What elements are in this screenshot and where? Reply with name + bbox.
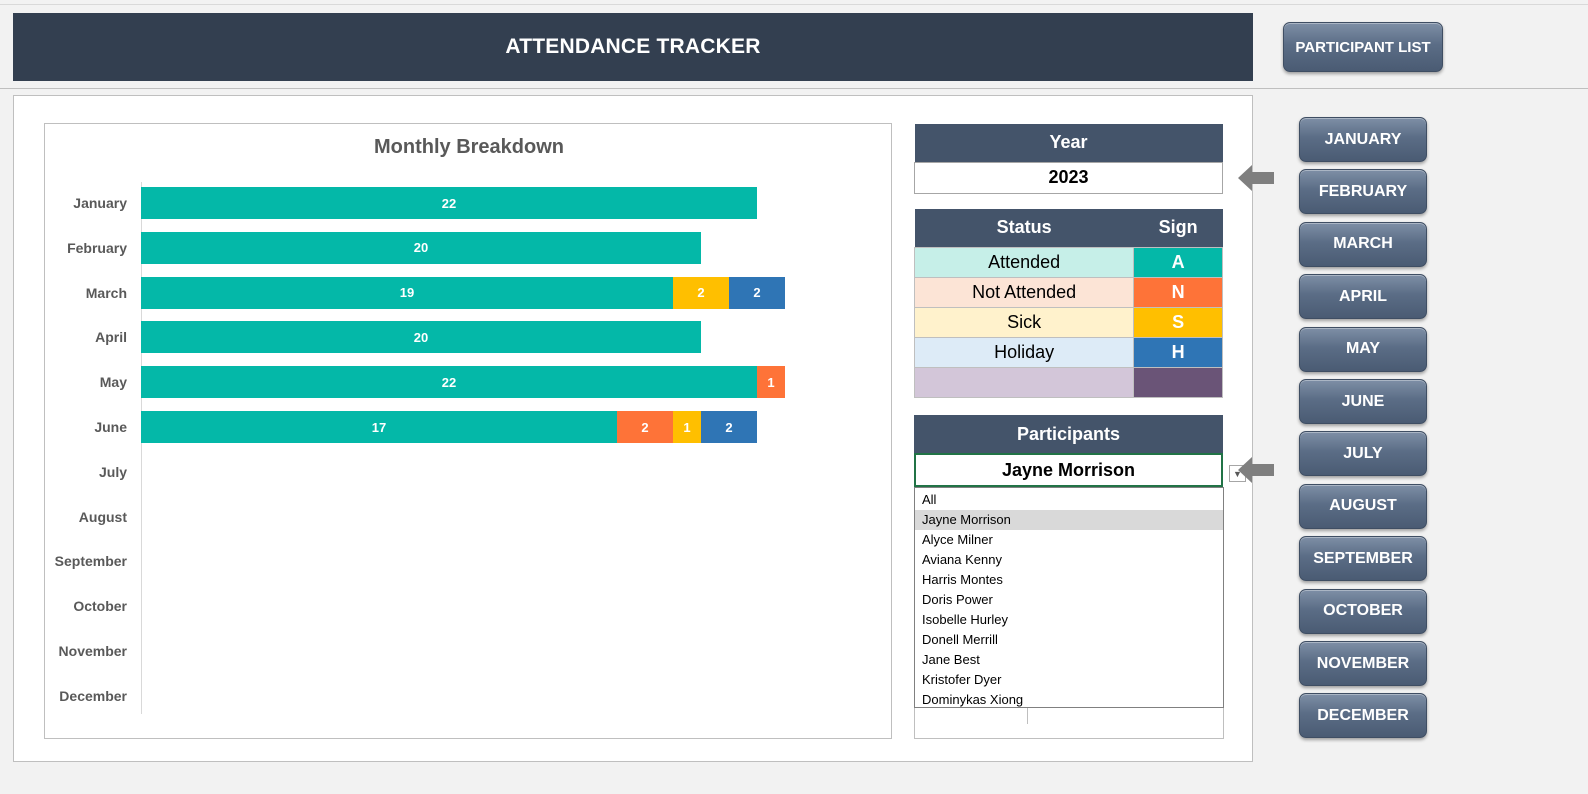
bar-data-label: 17 — [371, 419, 387, 435]
month-label: July — [98, 463, 127, 480]
month-button-april[interactable]: APRIL — [1299, 274, 1427, 320]
bar-data-label: 2 — [697, 285, 705, 301]
month-button-february[interactable]: FEBRUARY — [1299, 169, 1427, 215]
status-sign — [1133, 366, 1223, 398]
month-button-june[interactable]: JUNE — [1299, 379, 1427, 424]
bar-data-label: 2 — [641, 419, 649, 435]
status-label — [913, 366, 1135, 398]
bar-segment: 22 — [141, 366, 757, 399]
header-divider — [0, 88, 1588, 89]
bar-segment: 1 — [757, 366, 785, 399]
month-button-december[interactable]: DECEMBER — [1299, 693, 1427, 739]
bar-data-label: 20 — [413, 329, 429, 345]
participants-cell-below — [914, 708, 1224, 739]
month-button-august[interactable]: AUGUST — [1299, 483, 1427, 529]
year-value[interactable]: 2023 — [914, 161, 1223, 194]
status-label: Holiday — [913, 336, 1135, 368]
bar-segment: 20 — [141, 231, 701, 264]
cell-divider — [1027, 708, 1028, 724]
month-label: November — [58, 643, 127, 659]
bar-segment: 22 — [141, 187, 757, 219]
month-button-october[interactable]: OCTOBER — [1299, 588, 1427, 634]
participant-select[interactable]: Jayne Morrison — [914, 453, 1223, 487]
bar-segment: 17 — [141, 411, 617, 443]
monthly-breakdown-chart: Monthly Breakdown January 22 February 20 Mar… — [44, 123, 892, 739]
status-sign: H — [1133, 336, 1223, 368]
dropdown-option[interactable]: Alyce Milner — [922, 532, 993, 547]
dropdown-option[interactable]: Harris Montes — [922, 572, 1003, 587]
participants-header: Participants — [914, 415, 1223, 453]
page-title: ATTENDANCE TRACKER — [13, 13, 1253, 81]
status-table: Status Sign Attended A Not Attended N Sick S H… — [913, 209, 1223, 398]
top-gridline — [0, 4, 1588, 5]
arrow-left-icon — [1238, 457, 1274, 483]
month-button-july[interactable]: JULY — [1299, 431, 1427, 477]
bar-segment: 19 — [141, 276, 673, 309]
month-button-march[interactable]: MARCH — [1299, 221, 1427, 267]
year-table: Year 2023 — [914, 124, 1223, 194]
participant-dropdown-list: All Jayne Morrison Alyce Milner Aviana Kenn… — [914, 487, 1224, 708]
status-label: Not Attended — [913, 276, 1135, 308]
dropdown-option[interactable]: Jayne Morrison — [915, 510, 1223, 530]
status-sign: N — [1133, 276, 1223, 308]
status-sign: A — [1133, 246, 1223, 278]
status-sign: S — [1133, 306, 1223, 338]
bar-data-label: 22 — [441, 195, 457, 211]
month-label: January — [73, 195, 127, 211]
year-header: Year — [914, 124, 1223, 162]
bar-segment: 1 — [673, 411, 701, 443]
bar-segment: 2 — [617, 411, 673, 443]
month-label: September — [54, 553, 127, 570]
month-button-january[interactable]: JANUARY — [1299, 117, 1427, 162]
month-label: October — [73, 598, 127, 615]
month-label: March — [85, 284, 127, 301]
dropdown-option[interactable]: Jane Best — [922, 652, 980, 667]
bar-data-label: 2 — [725, 419, 733, 435]
status-header: Status — [914, 209, 1134, 247]
month-label: May — [99, 374, 127, 391]
bar-data-label: 20 — [413, 240, 429, 256]
sign-header: Sign — [1133, 209, 1223, 247]
bar-segment: 20 — [141, 321, 701, 354]
bar-segment: 2 — [701, 411, 757, 443]
participants-table: Participants — [914, 415, 1223, 453]
dropdown-option[interactable]: All — [922, 492, 937, 507]
month-label: February — [67, 239, 127, 256]
arrow-left-icon — [1238, 165, 1274, 191]
month-label: August — [78, 508, 127, 525]
status-label: Sick — [913, 306, 1135, 338]
month-button-may[interactable]: MAY — [1299, 326, 1427, 372]
bar-data-label: 22 — [441, 374, 457, 390]
bar-segment: 2 — [673, 276, 729, 309]
bar-data-label: 2 — [753, 285, 761, 301]
bar-data-label: 1 — [767, 374, 775, 390]
bar-data-label: 19 — [399, 285, 415, 301]
dropdown-option[interactable]: Dominykas Xiong — [922, 692, 1024, 707]
chart-axis-line — [141, 182, 142, 714]
dropdown-option[interactable]: Aviana Kenny — [922, 552, 1002, 567]
month-label: December — [59, 687, 127, 704]
chart-title: Monthly Breakdown — [373, 136, 564, 158]
status-label: Attended — [913, 246, 1135, 278]
month-label: April — [95, 329, 127, 346]
bar-data-label: 1 — [683, 419, 691, 435]
bar-segment: 2 — [729, 276, 785, 309]
dropdown-option[interactable]: Kristofer Dyer — [922, 672, 1002, 687]
participant-list-button[interactable]: PARTICIPANT LIST — [1283, 22, 1443, 72]
month-button-november[interactable]: NOVEMBER — [1299, 641, 1427, 686]
dropdown-option[interactable]: Donell Merrill — [922, 632, 998, 647]
dropdown-option[interactable]: Isobelle Hurley — [922, 612, 1008, 627]
dropdown-option[interactable]: Doris Power — [922, 592, 993, 607]
month-button-september[interactable]: SEPTEMBER — [1299, 536, 1427, 582]
month-label: June — [94, 419, 127, 435]
